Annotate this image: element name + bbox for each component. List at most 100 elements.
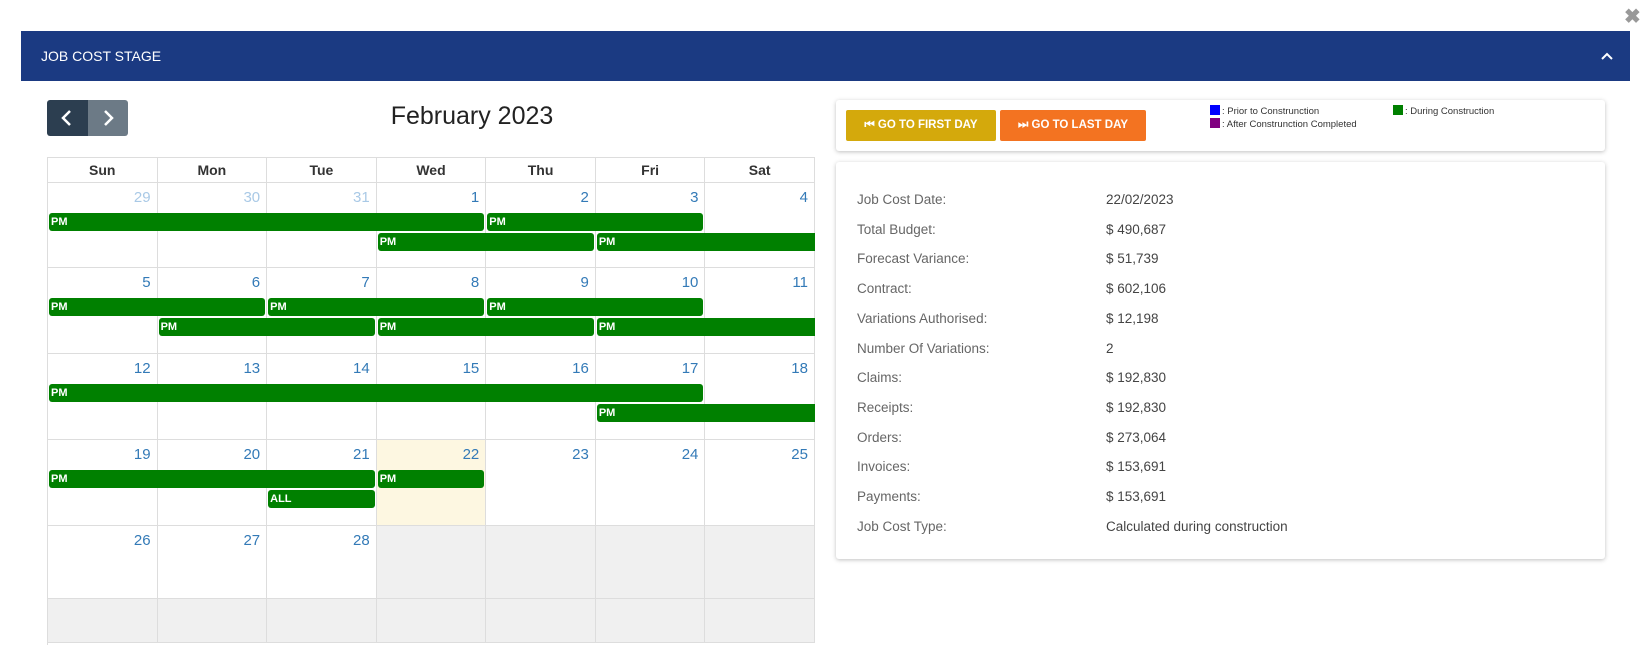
day-number: 17	[681, 360, 699, 377]
collapse-icon[interactable]	[1600, 49, 1614, 63]
event-bar: PM	[487, 213, 704, 231]
legend-label: : During Construction	[1405, 106, 1495, 117]
legend-item: : During Construction	[1393, 105, 1494, 117]
day-number: 16	[572, 360, 589, 377]
day-number: 23	[572, 446, 589, 463]
day-number: 14	[353, 360, 370, 377]
details-panel: Job Cost Date: 22/02/2023 Total Budget: $ 4…	[836, 162, 1605, 559]
event-bar: PM	[49, 298, 266, 316]
calendar-title: February 2023	[390, 102, 554, 130]
day-number: 30	[243, 189, 261, 206]
day-number: 12	[133, 360, 151, 377]
event-bar: PM	[377, 470, 485, 488]
detail-label: Receipts:	[857, 399, 914, 415]
day-cell	[376, 599, 487, 643]
header-title: JOB COST STAGE	[41, 48, 162, 64]
day-number: 26	[133, 532, 151, 549]
day-number: 6	[251, 274, 261, 291]
day-number: 4	[799, 189, 808, 206]
event-bar: PM	[268, 298, 485, 316]
day-number: 5	[142, 274, 151, 291]
day-number: 19	[133, 446, 151, 463]
day-number: 24	[681, 446, 699, 463]
detail-value: $ 51,739	[1106, 251, 1159, 267]
weekday-header: Sun	[48, 158, 158, 183]
day-number: 28	[353, 532, 370, 549]
detail-value: Calculated during construction	[1106, 518, 1288, 534]
detail-value: $ 192,830	[1106, 399, 1167, 415]
event-bar: PM	[596, 233, 815, 251]
detail-label: Payments:	[857, 489, 921, 504]
header-bar[interactable]: JOB COST STAGE	[21, 31, 1630, 81]
day-cell	[267, 599, 377, 643]
detail-label: Total Budget:	[857, 221, 936, 237]
day-cell	[595, 599, 706, 643]
detail-value: 2	[1106, 340, 1114, 356]
day-number: 1	[470, 189, 480, 206]
detail-label: Number Of Variations:	[857, 340, 990, 356]
event-bar: PM	[49, 213, 485, 231]
detail-label: Contract:	[857, 281, 912, 297]
day-number: 10	[681, 274, 699, 291]
day-cell: 18	[705, 354, 815, 440]
day-number: 7	[361, 274, 370, 291]
legend-swatch	[1210, 105, 1220, 115]
event-bar: PM	[158, 318, 375, 336]
detail-label: Variations Authorised:	[857, 310, 988, 326]
day-number: 13	[243, 360, 261, 377]
day-number: 9	[580, 274, 589, 291]
prev-button[interactable]	[47, 100, 88, 136]
day-number: 21	[353, 446, 370, 463]
day-cell: 24	[595, 440, 706, 526]
detail-label: Job Cost Date:	[857, 192, 947, 207]
event-bar: PM	[377, 318, 594, 336]
day-number: 8	[470, 274, 480, 291]
weekday-header: Thu	[486, 158, 596, 183]
day-number: 18	[791, 360, 808, 377]
legend-label: : Prior to Construnction	[1222, 106, 1320, 117]
detail-label: Job Cost Type:	[857, 518, 947, 534]
detail-value: $ 602,106	[1106, 281, 1167, 297]
legend-label: : After Construnction Completed	[1222, 119, 1357, 130]
event-bar: PM	[49, 470, 375, 488]
next-button[interactable]	[88, 100, 128, 136]
calendar-grid: Sun Mon Tue Wed Thu Fri Sat 29 30 31 1 2 3 4 5 6 7 8 9 10 11…	[47, 157, 815, 645]
detail-value: 22/02/2023	[1106, 192, 1174, 207]
detail-value: $ 192,830	[1106, 370, 1167, 386]
day-number: 31	[353, 189, 370, 206]
day-cell: 25	[705, 440, 815, 526]
event-bar: ALL	[268, 490, 375, 508]
day-cell: 28	[267, 526, 377, 599]
legend-item: : Prior to Construnction	[1210, 105, 1319, 117]
detail-label: Orders:	[857, 429, 903, 445]
legend-swatch	[1210, 118, 1220, 128]
event-bar: PM	[49, 384, 704, 402]
day-cell	[376, 526, 487, 599]
first-day-button[interactable]: ⏮ GO TO FIRST DAY	[846, 110, 996, 141]
close-button[interactable]: ✖	[1624, 6, 1641, 28]
day-cell: 4	[705, 183, 815, 268]
button-label: GO TO LAST DAY	[1031, 119, 1129, 131]
day-number: 29	[133, 189, 151, 206]
toolbar-panel: ⏮ GO TO FIRST DAY ⏭ GO TO LAST DAY : Pri…	[836, 100, 1605, 151]
detail-value: $ 490,687	[1106, 221, 1167, 237]
last-day-button[interactable]: ⏭ GO TO LAST DAY	[1000, 110, 1146, 141]
event-bar: PM	[377, 233, 594, 251]
weekday-header: Fri	[595, 158, 706, 183]
day-cell	[48, 599, 158, 643]
day-cell	[705, 599, 815, 643]
legend-item: : After Construnction Completed	[1210, 118, 1357, 130]
day-number: 25	[791, 446, 808, 463]
day-number: 20	[243, 446, 261, 463]
day-cell	[595, 526, 706, 599]
day-cell: 23	[486, 440, 596, 526]
weekday-header: Mon	[157, 158, 268, 183]
weekday-header: Tue	[267, 158, 377, 183]
event-bar: PM	[487, 298, 704, 316]
event-bar: PM	[596, 404, 815, 422]
day-number: 15	[462, 360, 480, 377]
detail-label: Invoices:	[857, 459, 911, 475]
day-number: 22	[462, 446, 480, 463]
day-number: 3	[690, 189, 699, 206]
